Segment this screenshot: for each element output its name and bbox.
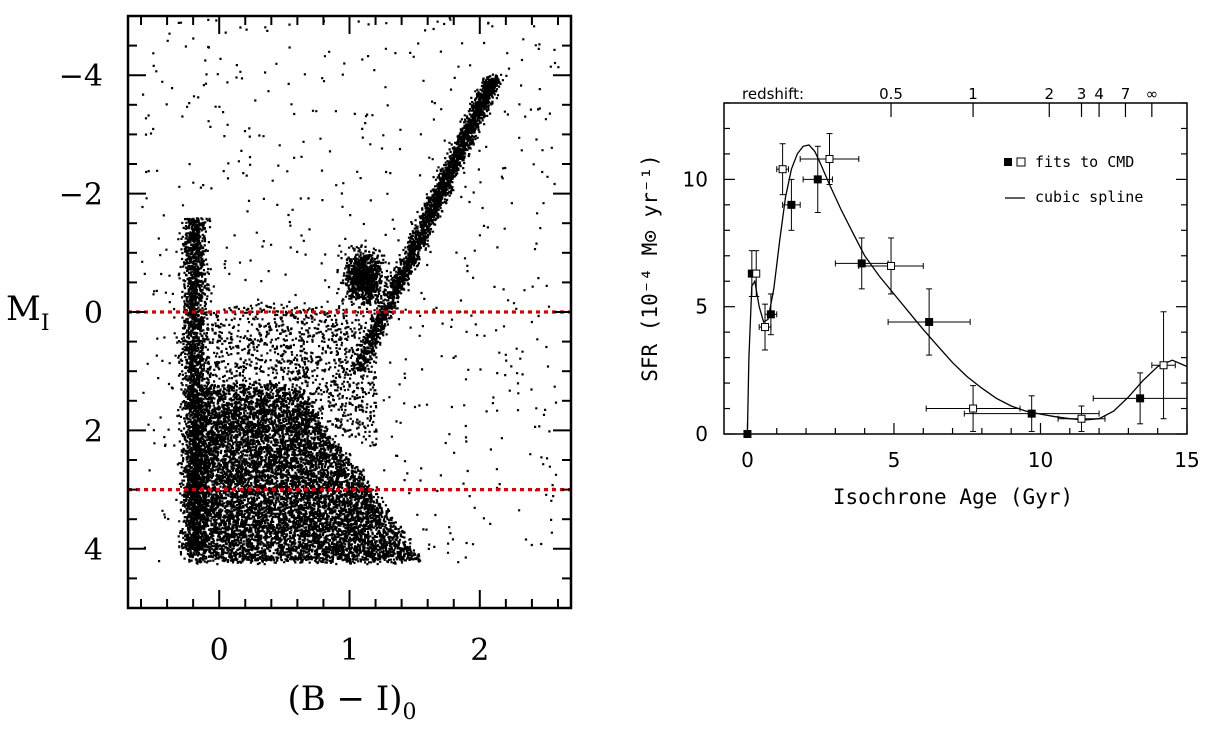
filled-square-marker bbox=[813, 175, 822, 184]
cmd-y-tick-labels: −4 −2 0 2 4 bbox=[59, 59, 103, 568]
redshift-tick-label: 4 bbox=[1094, 85, 1104, 103]
cmd-y-tick-label: 4 bbox=[84, 533, 103, 568]
open-square-marker bbox=[761, 323, 770, 332]
cmd-y-tick-label: 2 bbox=[84, 414, 103, 449]
open-square-marker bbox=[1159, 361, 1168, 370]
sfr-y-tick-label: 10 bbox=[683, 167, 708, 191]
cmd-x-tick-labels: 0 1 2 bbox=[210, 633, 490, 668]
open-data-point bbox=[1151, 311, 1176, 420]
sfr-x-tick-label: 15 bbox=[1174, 448, 1199, 472]
redshift-tick-label: 1 bbox=[968, 85, 978, 103]
filled-data-point bbox=[834, 237, 889, 290]
legend-open-square-icon bbox=[1016, 157, 1026, 167]
cmd-ticks bbox=[128, 16, 571, 608]
filled-square-marker bbox=[925, 317, 934, 326]
redshift-tick-label: 0.5 bbox=[879, 85, 903, 103]
cmd-y-tick-label: −4 bbox=[59, 59, 103, 94]
filled-data-point bbox=[802, 145, 833, 213]
filled-square-marker bbox=[787, 200, 796, 209]
sfr-x-axis-label: Isochrone Age (Gyr) bbox=[833, 485, 1073, 509]
open-data-point bbox=[858, 237, 924, 295]
sfr-redshift-axis: redshift: 0.5 1 2 3 4 7 ∞ bbox=[742, 85, 1158, 117]
open-data-point bbox=[776, 143, 789, 196]
cmd-x-tick-label: 0 bbox=[210, 633, 229, 668]
open-data-point bbox=[925, 385, 1021, 432]
cmd-data-points bbox=[141, 16, 560, 566]
cmd-y-axis-label: MI bbox=[6, 289, 50, 336]
filled-square-marker bbox=[1027, 409, 1036, 418]
legend-label-fits: fits to CMD bbox=[1035, 153, 1134, 171]
sfr-y-axis-label: SFR (10⁻⁴ M⊙ yr⁻¹) bbox=[638, 154, 662, 382]
redshift-tick-label: 2 bbox=[1044, 85, 1054, 103]
redshift-tick-label: ∞ bbox=[1146, 85, 1159, 103]
open-square-marker bbox=[825, 155, 834, 164]
filled-square-marker bbox=[1136, 394, 1145, 403]
filled-square-marker bbox=[857, 259, 866, 268]
cmd-x-axis-label: (B − I)0 bbox=[287, 679, 416, 725]
legend-label-spline: cubic spline bbox=[1035, 188, 1143, 206]
cmd-x-tick-label: 2 bbox=[470, 633, 489, 668]
open-data-point bbox=[799, 133, 860, 185]
sfr-plot-frame bbox=[723, 102, 1188, 435]
sfr-y-tick-label: 0 bbox=[695, 422, 708, 446]
open-square-marker bbox=[778, 165, 787, 174]
sfr-data-points bbox=[743, 133, 1188, 438]
filled-data-point bbox=[963, 395, 1100, 432]
cmd-panel: 0 1 2 −4 −2 0 2 4 (B − I)0 MI bbox=[6, 14, 573, 725]
cmd-y-tick-label: −2 bbox=[59, 178, 103, 213]
filled-data-point bbox=[887, 288, 971, 356]
cmd-y-tick-label: 0 bbox=[84, 296, 103, 331]
open-square-marker bbox=[887, 261, 896, 270]
legend-filled-square-icon bbox=[1004, 158, 1012, 166]
open-data-point bbox=[752, 250, 761, 298]
open-square-marker bbox=[969, 404, 978, 413]
cmd-x-tick-label: 1 bbox=[340, 633, 359, 668]
filled-data-point bbox=[782, 178, 801, 231]
sfr-x-tick-label: 5 bbox=[888, 448, 901, 472]
redshift-tick-label: 3 bbox=[1077, 85, 1087, 103]
sfr-y-tick-label: 5 bbox=[695, 295, 708, 319]
open-data-point bbox=[1057, 405, 1106, 432]
sfr-y-tick-labels: 0 5 10 bbox=[683, 167, 708, 446]
filled-square-marker bbox=[743, 430, 752, 438]
redshift-axis-label: redshift: bbox=[742, 85, 804, 103]
redshift-tick-label: 7 bbox=[1121, 85, 1131, 103]
filled-data-point bbox=[764, 293, 778, 336]
cmd-reference-lines bbox=[128, 310, 571, 492]
sfr-x-tick-label: 10 bbox=[1028, 448, 1053, 472]
filled-square-marker bbox=[766, 310, 775, 319]
filled-data-point bbox=[743, 430, 752, 438]
open-square-marker bbox=[1077, 414, 1086, 423]
sfr-panel: 0 5 10 15 0 5 10 redshift: 0.5 1 2 3 4 7 ∞ Isochron… bbox=[638, 85, 1200, 509]
open-square-marker bbox=[752, 269, 761, 278]
open-data-point bbox=[758, 303, 772, 351]
cmd-point-cloud bbox=[141, 16, 560, 566]
sfr-x-tick-labels: 0 5 10 15 bbox=[741, 448, 1200, 472]
sfr-legend: fits to CMD cubic spline bbox=[1004, 153, 1143, 206]
sfr-x-tick-label: 0 bbox=[741, 448, 754, 472]
filled-data-point bbox=[1092, 372, 1188, 425]
